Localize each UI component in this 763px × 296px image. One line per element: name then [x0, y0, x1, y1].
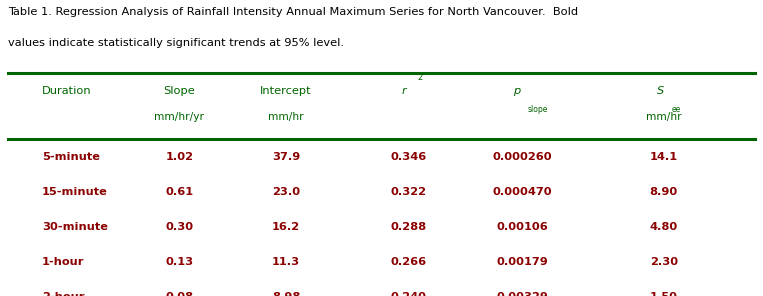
- Text: mm/hr: mm/hr: [269, 112, 304, 123]
- Text: 2-hour: 2-hour: [42, 292, 85, 296]
- Text: 0.000470: 0.000470: [493, 187, 552, 197]
- Text: 30-minute: 30-minute: [42, 222, 108, 232]
- Text: p: p: [513, 86, 520, 96]
- Text: ee: ee: [671, 105, 681, 114]
- Text: 0.00329: 0.00329: [497, 292, 549, 296]
- Text: 5-minute: 5-minute: [42, 152, 100, 163]
- Text: 1.02: 1.02: [166, 152, 193, 163]
- Text: 15-minute: 15-minute: [42, 187, 108, 197]
- Text: 11.3: 11.3: [272, 257, 300, 267]
- Text: 4.80: 4.80: [649, 222, 678, 232]
- Text: S: S: [657, 86, 665, 96]
- Text: 0.00106: 0.00106: [497, 222, 549, 232]
- Text: 14.1: 14.1: [650, 152, 678, 163]
- Text: values indicate statistically significant trends at 95% level.: values indicate statistically significan…: [8, 38, 343, 49]
- Text: 0.322: 0.322: [390, 187, 427, 197]
- Text: 37.9: 37.9: [272, 152, 301, 163]
- Text: r: r: [402, 86, 407, 96]
- Text: 0.13: 0.13: [166, 257, 193, 267]
- Text: 0.266: 0.266: [390, 257, 427, 267]
- Text: 0.30: 0.30: [166, 222, 193, 232]
- Text: 0.08: 0.08: [166, 292, 193, 296]
- Text: Duration: Duration: [42, 86, 92, 96]
- Text: Slope: Slope: [163, 86, 195, 96]
- Text: Table 1. Regression Analysis of Rainfall Intensity Annual Maximum Series for Nor: Table 1. Regression Analysis of Rainfall…: [8, 7, 578, 17]
- Text: 0.288: 0.288: [390, 222, 427, 232]
- Text: 2: 2: [417, 73, 423, 81]
- Text: 1-hour: 1-hour: [42, 257, 85, 267]
- Text: 16.2: 16.2: [272, 222, 300, 232]
- Text: 1.50: 1.50: [650, 292, 678, 296]
- Text: 23.0: 23.0: [272, 187, 300, 197]
- Text: 0.61: 0.61: [166, 187, 193, 197]
- Text: 8.90: 8.90: [649, 187, 678, 197]
- Text: mm/hr/yr: mm/hr/yr: [154, 112, 204, 123]
- Text: 8.98: 8.98: [272, 292, 301, 296]
- Text: mm/hr: mm/hr: [646, 112, 681, 123]
- Text: slope: slope: [528, 105, 549, 114]
- Text: 2.30: 2.30: [650, 257, 678, 267]
- Text: 0.346: 0.346: [390, 152, 427, 163]
- Text: 0.240: 0.240: [390, 292, 427, 296]
- Text: 0.000260: 0.000260: [493, 152, 552, 163]
- Text: 0.00179: 0.00179: [497, 257, 549, 267]
- Text: Intercept: Intercept: [260, 86, 312, 96]
